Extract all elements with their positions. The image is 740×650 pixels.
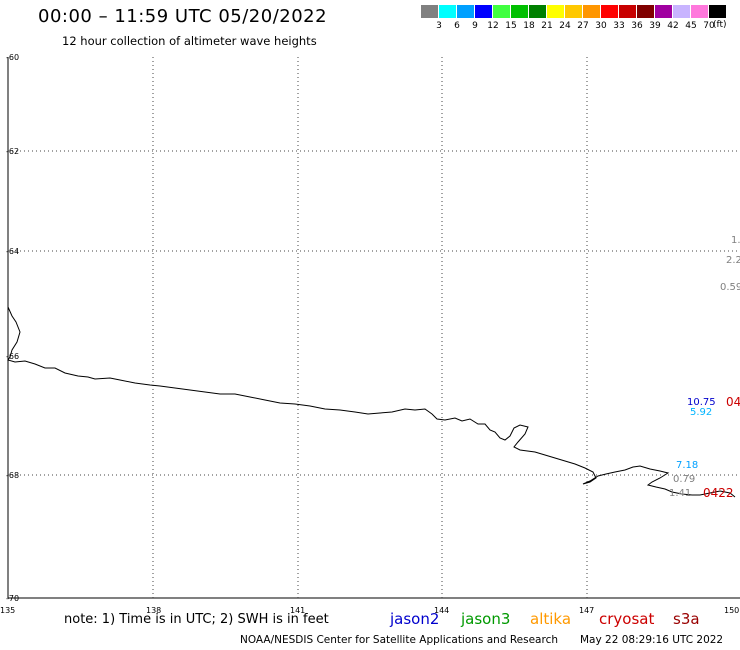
- credit-line: NOAA/NESDIS Center for Satellite Applica…: [240, 634, 558, 646]
- legend-swatch: [709, 5, 726, 18]
- legend-label: 9: [472, 21, 478, 31]
- obs-label: 1.41: [669, 488, 692, 499]
- legend-label: 42: [667, 21, 679, 31]
- legend-swatch: [457, 5, 474, 18]
- graticule: [8, 57, 740, 598]
- obs-label: 0422: [703, 486, 734, 500]
- lat-label-62: -62: [6, 147, 20, 156]
- legend-label: 33: [613, 21, 625, 31]
- legend-swatch: [691, 5, 708, 18]
- map-frame: [7, 57, 740, 599]
- legend-swatch: [421, 5, 438, 18]
- legend-swatch: [529, 5, 546, 18]
- legend-swatch: [547, 5, 564, 18]
- satellite-s3a: s3a: [673, 610, 700, 628]
- lon-label-150: 150: [724, 606, 740, 615]
- legend-swatch: [655, 5, 672, 18]
- legend-swatch: [493, 5, 510, 18]
- lat-label-60: -60: [6, 53, 20, 62]
- legend-label: 70: [703, 21, 715, 31]
- legend-label: 18: [523, 21, 535, 31]
- legend-swatch: [565, 5, 582, 18]
- legend-swatch: [637, 5, 654, 18]
- legend-label: 27: [577, 21, 589, 31]
- legend-swatch: [439, 5, 456, 18]
- obs-label: 5.92: [690, 407, 713, 418]
- lon-label-138: 138: [146, 606, 162, 615]
- legend-label: 36: [631, 21, 643, 31]
- legend-label: 6: [454, 21, 460, 31]
- satellite-jason3: jason3: [461, 610, 511, 628]
- legend-label: 12: [487, 21, 499, 31]
- lon-label-144: 144: [434, 606, 450, 615]
- generated-timestamp: May 22 08:29:16 UTC 2022: [580, 634, 724, 646]
- obs-label: 2.2: [726, 255, 740, 266]
- legend-label: 3: [436, 21, 442, 31]
- legend-label: 45: [685, 21, 697, 31]
- obs-label: 04: [726, 395, 740, 409]
- lat-label-70: -70: [6, 594, 20, 603]
- legend-swatch: [619, 5, 636, 18]
- satellite-jason2: jason2: [390, 610, 440, 628]
- legend-swatch: [583, 5, 600, 18]
- legend-units: (ft): [713, 20, 727, 30]
- footer-note: note: 1) Time is in UTC; 2) SWH is in fe…: [64, 612, 329, 627]
- satellite-altika: altika: [530, 610, 572, 628]
- page-title: 00:00 – 11:59 UTC 05/20/2022: [38, 6, 328, 27]
- legend-swatch: [601, 5, 618, 18]
- obs-label: 0.59: [720, 282, 740, 293]
- lat-label-64: -64: [6, 247, 20, 256]
- legend-swatch: [511, 5, 528, 18]
- legend-label: 39: [649, 21, 661, 31]
- legend-swatch: [673, 5, 690, 18]
- lon-label-135: 135: [0, 606, 16, 615]
- legend-label: 21: [541, 21, 553, 31]
- satellite-cryosat: cryosat: [599, 610, 655, 628]
- lon-label-147: 147: [579, 606, 595, 615]
- legend-label: 30: [595, 21, 607, 31]
- obs-label: 0.79: [673, 474, 696, 485]
- legend-swatch: [475, 5, 492, 18]
- lat-label-68: -68: [6, 471, 20, 480]
- antarctic-coastline: [7, 306, 736, 498]
- obs-label: 10.75: [687, 397, 716, 408]
- legend-label: 24: [559, 21, 571, 31]
- lat-label-66: -66: [6, 352, 20, 361]
- obs-label: 1.: [731, 235, 740, 246]
- lon-label-141: 141: [290, 606, 306, 615]
- legend-label: 15: [505, 21, 517, 31]
- wave-height-legend: 3 6 9 12 15 18 21 24 27 30 33 36 39 42 45 70: [421, 5, 727, 35]
- page-subtitle: 12 hour collection of altimeter wave hei…: [62, 34, 317, 48]
- obs-label: 7.18: [676, 460, 699, 471]
